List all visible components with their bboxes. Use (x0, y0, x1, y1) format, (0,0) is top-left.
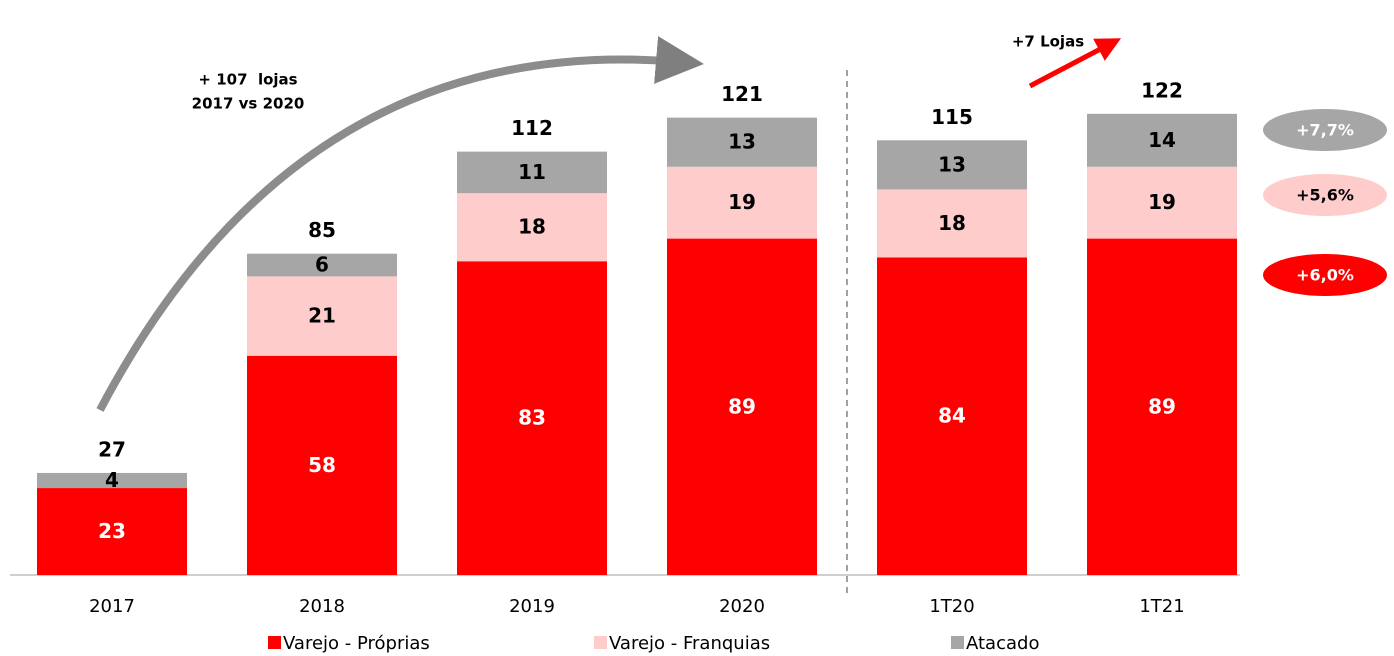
bar-segment (457, 261, 607, 575)
total-label: 85 (308, 218, 336, 242)
bar-segment (877, 257, 1027, 575)
total-label: 27 (98, 437, 126, 461)
bar-segment (667, 166, 817, 239)
growth-label: +6,0% (1296, 266, 1354, 285)
segment-label: 84 (938, 404, 966, 428)
total-label: 112 (511, 116, 553, 140)
x-tick-label: 2019 (509, 596, 555, 617)
total-label: 115 (931, 105, 973, 129)
bar-segment (1087, 238, 1237, 575)
arrow-label: 2017 vs 2020 (192, 95, 305, 113)
bar-segment (457, 151, 607, 194)
bar-segment (1087, 166, 1237, 239)
segment-label: 13 (728, 130, 756, 154)
segment-label: 19 (728, 190, 756, 214)
growth-badge (1263, 109, 1387, 151)
segment-label: 23 (98, 519, 126, 543)
segment-label: 58 (308, 453, 336, 477)
segment-label: 21 (308, 304, 336, 328)
segment-label: 19 (1148, 190, 1176, 214)
legend-label: Varejo - Próprias (283, 633, 430, 654)
quarter-arrow (1028, 38, 1122, 89)
total-label: 122 (1141, 78, 1183, 102)
segment-label: 89 (728, 394, 756, 418)
x-tick-label: 2020 (719, 596, 765, 617)
legend-label: Varejo - Franquias (609, 633, 770, 654)
segment-label: 13 (938, 152, 966, 176)
segment-label: 14 (1148, 128, 1176, 152)
growth-badge (1263, 254, 1387, 296)
segment-label: 18 (518, 215, 546, 239)
legend-swatch (268, 636, 281, 649)
growth-label: +5,6% (1296, 186, 1354, 205)
bar-segment (247, 253, 397, 277)
segment-label: 4 (105, 468, 119, 492)
growth-arrow (96, 36, 704, 412)
bar-segment (667, 238, 817, 575)
bar-segment (247, 276, 397, 356)
bar-segment (667, 117, 817, 167)
x-tick-label: 2018 (299, 596, 345, 617)
legend-swatch (951, 636, 964, 649)
bar-segment (37, 472, 187, 489)
legend-label: Atacado (966, 633, 1039, 654)
growth-badge (1263, 174, 1387, 216)
total-label: 121 (721, 82, 763, 106)
segment-label: 6 (315, 253, 329, 277)
x-tick-label: 1T20 (929, 596, 974, 617)
segment-label: 11 (518, 160, 546, 184)
segment-label: 83 (518, 406, 546, 430)
x-tick-label: 1T21 (1139, 596, 1184, 617)
arrow-label: + 107 lojas (198, 71, 297, 89)
bar-segment (877, 189, 1027, 258)
quarter-label: +7 Lojas (1012, 33, 1084, 51)
growth-label: +7,7% (1296, 121, 1354, 140)
legend-swatch (594, 636, 607, 649)
segment-label: 89 (1148, 394, 1176, 418)
x-tick-label: 2017 (89, 596, 135, 617)
bar-segment (1087, 113, 1237, 167)
bar-segment (457, 193, 607, 262)
bar-segment (247, 355, 397, 575)
segment-label: 18 (938, 211, 966, 235)
bar-segment (877, 140, 1027, 190)
bar-segment (37, 488, 187, 575)
